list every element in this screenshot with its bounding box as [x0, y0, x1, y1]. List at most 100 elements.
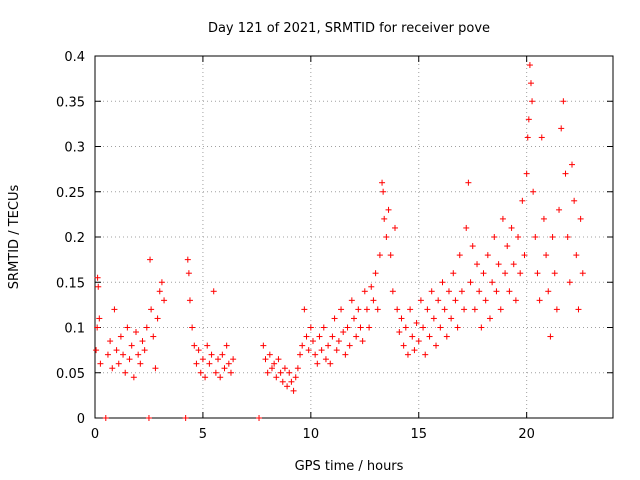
data-point [225, 360, 232, 367]
data-point [182, 415, 189, 421]
data-point [312, 351, 319, 358]
data-point [523, 170, 530, 177]
y-tick-label: 0.4 [64, 50, 85, 65]
data-point [524, 134, 531, 141]
data-point [400, 342, 407, 349]
data-point [424, 306, 431, 313]
x-tick-label: 5 [199, 427, 207, 442]
data-point [301, 306, 308, 313]
data-point [219, 351, 226, 358]
data-point [346, 342, 353, 349]
data-point [359, 338, 366, 345]
data-point [264, 369, 271, 376]
data-point [506, 288, 513, 295]
data-point [133, 329, 140, 336]
data-point [204, 342, 211, 349]
y-axis-ticks: 0 0.05 0.1 0.15 0.2 0.25 0.3 0.35 0.4 [56, 50, 613, 427]
data-point [325, 342, 332, 349]
data-point [202, 374, 209, 381]
data-point [206, 360, 213, 367]
data-point [363, 306, 370, 313]
data-point [189, 324, 196, 331]
data-point [294, 365, 301, 372]
data-point [380, 188, 387, 195]
data-point [309, 338, 316, 345]
data-point [256, 415, 263, 421]
data-point [404, 351, 411, 358]
data-point [493, 288, 500, 295]
data-point [385, 206, 392, 213]
data-point [556, 206, 563, 213]
data-point [322, 356, 329, 363]
data-point [344, 324, 351, 331]
x-axis-label: GPS time / hours [295, 459, 404, 474]
data-point [558, 125, 565, 132]
data-point [553, 306, 560, 313]
data-point [197, 369, 204, 376]
data-point [297, 351, 304, 358]
data-point [145, 415, 152, 421]
data-point [525, 116, 532, 123]
data-point [489, 279, 496, 286]
data-point [417, 297, 424, 304]
data-point [221, 365, 228, 372]
data-point [303, 333, 310, 340]
data-point [430, 315, 437, 322]
data-point [102, 415, 109, 421]
data-point [120, 351, 127, 358]
data-point [141, 347, 148, 354]
data-point [499, 215, 506, 222]
data-point [517, 270, 524, 277]
data-point [484, 252, 491, 259]
data-point [527, 80, 534, 87]
x-tick-label: 0 [91, 427, 99, 442]
gridlines [95, 56, 613, 418]
data-point [348, 297, 355, 304]
y-tick-label: 0.2 [64, 231, 85, 246]
x-axis-ticks: 0 5 10 15 20 [91, 56, 535, 442]
data-point [208, 351, 215, 358]
y-tick-label: 0 [77, 412, 85, 427]
data-point [185, 270, 192, 277]
data-point [389, 288, 396, 295]
y-axis-label: SRMTID / TECUs [7, 185, 22, 290]
data-point [396, 329, 403, 336]
data-point [504, 243, 511, 250]
data-point [111, 306, 118, 313]
data-point [439, 279, 446, 286]
data-point [320, 324, 327, 331]
data-point [137, 360, 144, 367]
data-point [95, 283, 102, 290]
data-point [529, 98, 536, 105]
data-point [515, 234, 522, 240]
data-point [115, 360, 122, 367]
data-point [549, 234, 556, 240]
data-point [130, 374, 137, 381]
data-point [186, 297, 193, 304]
data-point [122, 369, 129, 376]
data-point [184, 256, 191, 263]
data-point [273, 374, 280, 381]
data-point [387, 252, 394, 259]
data-point [458, 288, 465, 295]
data-point [279, 378, 286, 385]
data-point [93, 347, 100, 354]
data-point [568, 161, 575, 168]
data-point [329, 333, 336, 340]
data-point [560, 98, 567, 105]
y-tick-label: 0.3 [64, 141, 85, 156]
data-point [435, 297, 442, 304]
data-point [433, 342, 440, 349]
data-point [109, 365, 116, 372]
data-points [93, 62, 586, 421]
y-tick-label: 0.05 [56, 367, 85, 382]
data-point [152, 365, 159, 372]
data-point [543, 252, 550, 259]
data-point [94, 324, 101, 331]
data-point [288, 378, 295, 385]
y-tick-label: 0.25 [56, 186, 85, 201]
data-point [281, 365, 288, 372]
data-point [530, 188, 537, 195]
data-point [210, 288, 217, 295]
